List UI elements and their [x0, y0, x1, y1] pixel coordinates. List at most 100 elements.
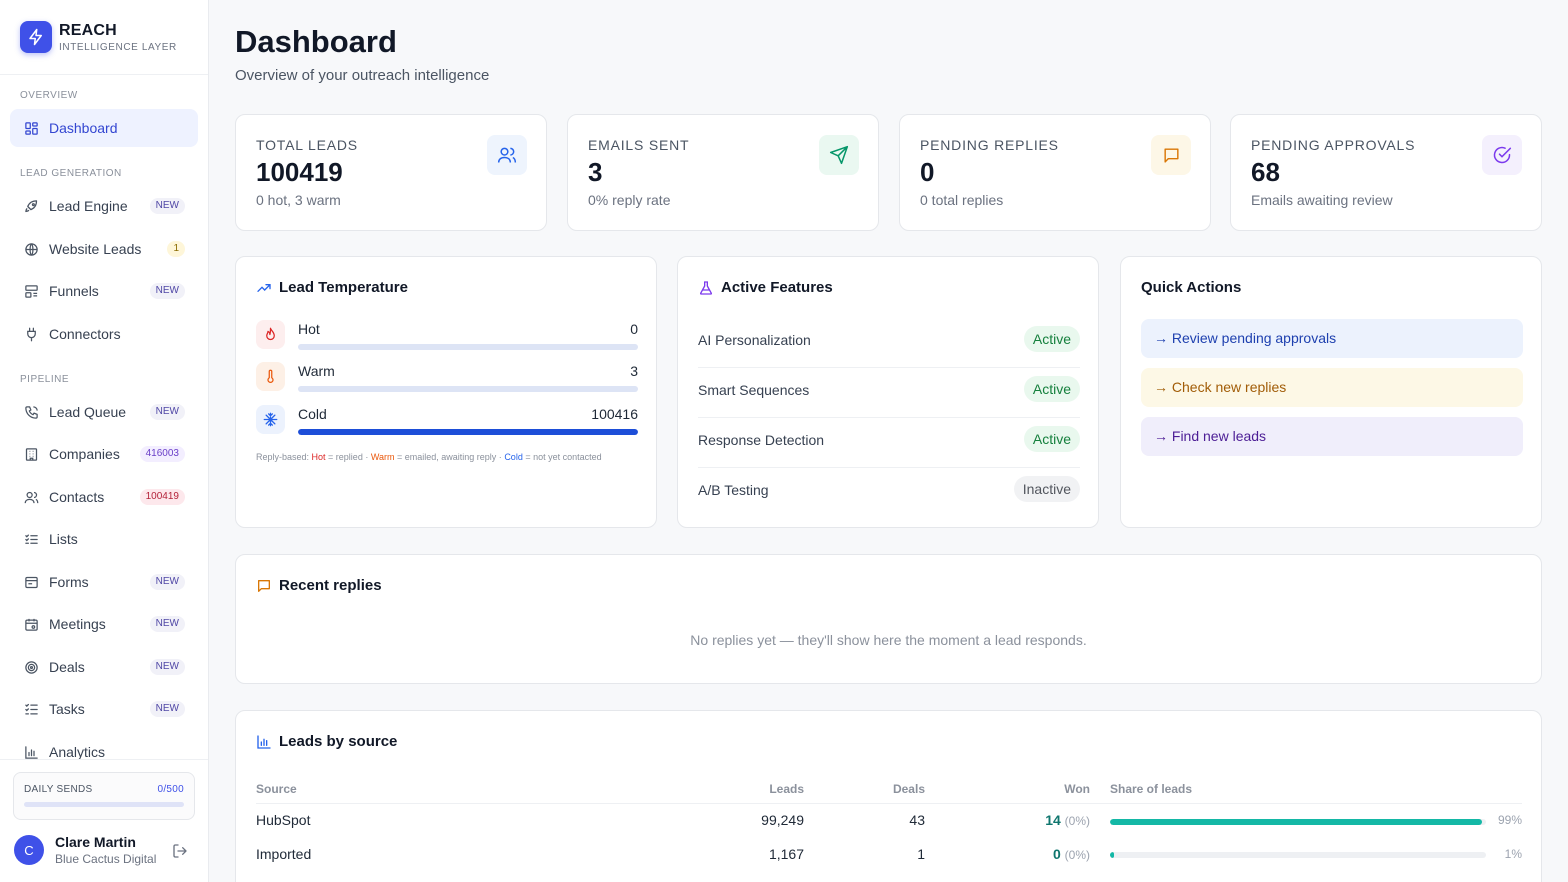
divider [0, 759, 208, 760]
review-approvals-link[interactable]: → Review pending approvals [1141, 319, 1523, 358]
sidebar-item-label: Connectors [49, 326, 121, 342]
feature-name: AI Personalization [698, 332, 811, 348]
tasks-icon [23, 701, 39, 717]
sidebar: REACH INTELLIGENCE LAYER OVERVIEW Dashbo… [0, 0, 209, 882]
stat-sub: 0% reply rate [588, 192, 671, 208]
card-title: Recent replies [279, 577, 382, 594]
status-badge: Active [1023, 426, 1080, 452]
new-badge: NEW [149, 616, 185, 632]
user-name: Clare Martin [55, 834, 136, 850]
stat-label: PENDING APPROVALS [1251, 137, 1416, 153]
section-lead-generation: LEAD GENERATION [20, 168, 122, 179]
temperature-bar [298, 344, 638, 350]
find-leads-link[interactable]: → Find new leads [1141, 417, 1523, 456]
card-title: Quick Actions [1141, 279, 1242, 296]
status-badge: Inactive [1013, 476, 1080, 502]
section-overview: OVERVIEW [20, 90, 78, 101]
stat-value: 100419 [256, 157, 343, 187]
temperature-row-cold: Cold 100416 [256, 405, 638, 437]
check-replies-link[interactable]: → Check new replies [1141, 368, 1523, 407]
recent-replies-card: Recent replies No replies yet — they'll … [235, 554, 1542, 684]
count-badge: 100419 [139, 489, 185, 505]
table-row: HubSpot 99,249 43 14 (0%) 99% [256, 803, 1522, 837]
sidebar-item-label: Dashboard [49, 120, 118, 136]
sidebar-item-forms[interactable]: Forms NEW [10, 563, 198, 601]
share-bar-fill [1110, 818, 1483, 825]
message-icon [1151, 135, 1191, 175]
share-percent: 1% [1504, 847, 1522, 861]
trending-up-icon [256, 280, 272, 296]
user-profile[interactable]: C Clare Martin Blue Cactus Digital [14, 834, 156, 866]
temperature-label: Hot [298, 321, 320, 337]
rocket-icon [23, 198, 39, 214]
feature-row: A/B Testing Inactive [698, 468, 1080, 518]
flame-icon [256, 320, 285, 349]
logout-icon[interactable] [172, 843, 188, 864]
leads-by-source-card: Leads by source Source Leads Deals Won S… [235, 710, 1542, 882]
list-icon [23, 531, 39, 547]
stat-sub: Emails awaiting review [1251, 192, 1393, 208]
share-bar-fill [1110, 852, 1114, 859]
share-bar [1110, 818, 1486, 825]
leads-cell: 99,249 [761, 812, 804, 829]
new-badge: NEW [149, 404, 185, 420]
lead-temperature-card: Lead Temperature Hot 0 Warm 3 Cold 10041… [235, 256, 657, 528]
daily-sends-progress [24, 802, 184, 807]
temperature-label: Warm [298, 363, 335, 379]
sidebar-item-deals[interactable]: Deals NEW [10, 648, 198, 686]
sidebar-item-companies[interactable]: Companies 416003 [10, 435, 198, 473]
message-icon [256, 578, 272, 594]
stat-label: PENDING REPLIES [920, 137, 1059, 153]
sidebar-item-label: Analytics [49, 744, 106, 759]
share-cell: 1% [1090, 837, 1522, 871]
stat-value: 0 [920, 157, 935, 187]
sidebar-item-analytics[interactable]: Analytics [10, 733, 198, 759]
count-badge: 416003 [139, 446, 185, 462]
sidebar-item-dashboard[interactable]: Dashboard [10, 109, 198, 147]
stat-card-total-leads: TOTAL LEADS 100419 0 hot, 3 warm [235, 114, 547, 231]
column-header: Share of leads [1090, 775, 1522, 804]
page-title: Dashboard [235, 24, 397, 59]
stat-card-pending-approvals: PENDING APPROVALS 68 Emails awaiting rev… [1230, 114, 1542, 231]
bar-chart-icon [23, 744, 39, 759]
feature-row: Smart Sequences Active [698, 368, 1080, 418]
card-title: Lead Temperature [279, 279, 408, 296]
plug-icon [23, 326, 39, 342]
column-header: Deals [804, 775, 925, 804]
won-cell: 0 (0%) [1052, 846, 1090, 862]
building-icon [23, 446, 39, 462]
stat-value: 3 [588, 157, 603, 187]
sidebar-item-label: Lead Queue [49, 404, 127, 420]
sidebar-item-meetings[interactable]: Meetings NEW [10, 605, 198, 643]
sidebar-item-tasks[interactable]: Tasks NEW [10, 690, 198, 728]
daily-sends-value: 0/500 [157, 784, 184, 795]
new-badge: NEW [149, 198, 185, 214]
feature-name: Response Detection [698, 432, 825, 448]
sidebar-item-connectors[interactable]: Connectors [10, 315, 198, 353]
sidebar-item-label: Funnels [49, 283, 99, 299]
source-cell: HubSpot [256, 812, 311, 829]
sidebar-item-website-leads[interactable]: Website Leads 1 [10, 230, 198, 268]
new-badge: NEW [149, 283, 185, 299]
active-features-card: Active Features AI Personalization Activ… [677, 256, 1099, 528]
avatar: C [14, 835, 44, 865]
status-badge: Active [1023, 376, 1080, 402]
source-cell: Imported [256, 846, 312, 862]
phone-icon [23, 404, 39, 420]
sidebar-item-funnels[interactable]: Funnels NEW [10, 272, 198, 310]
feature-name: Smart Sequences [698, 382, 810, 398]
sidebar-item-lists[interactable]: Lists [10, 520, 198, 558]
leads-by-source-table: Source Leads Deals Won Share of leads Hu… [256, 775, 1522, 871]
sidebar-item-contacts[interactable]: Contacts 100419 [10, 478, 198, 516]
count-badge: 1 [167, 241, 185, 257]
sidebar-item-lead-queue[interactable]: Lead Queue NEW [10, 393, 198, 431]
card-title: Leads by source [279, 733, 398, 750]
feature-name: A/B Testing [698, 482, 769, 498]
daily-sends-label: DAILY SENDS [24, 784, 93, 795]
card-title: Active Features [721, 279, 833, 296]
brand[interactable]: REACH INTELLIGENCE LAYER [0, 0, 208, 75]
sidebar-item-lead-engine[interactable]: Lead Engine NEW [10, 187, 198, 225]
empty-state: No replies yet — they'll show here the m… [690, 632, 1087, 648]
quick-actions-card: Quick Actions → Review pending approvals… [1120, 256, 1542, 528]
sidebar-item-label: Tasks [49, 701, 85, 717]
